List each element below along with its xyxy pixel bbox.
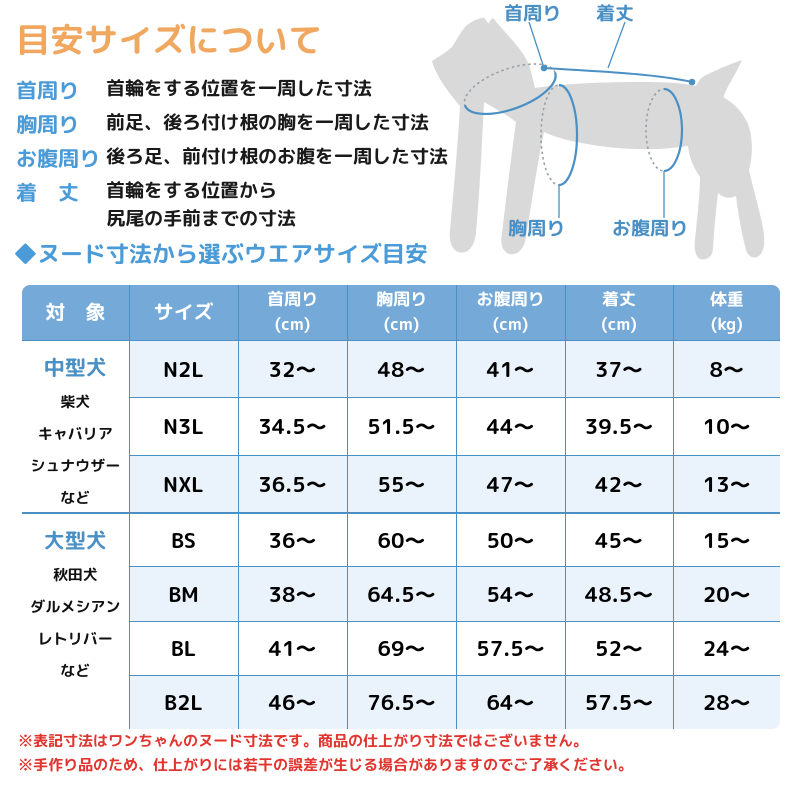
svg-text:胸周り: 胸周り	[508, 216, 565, 242]
svg-text:首周り: 首周り	[504, 1, 561, 27]
svg-text:お腹周り: お腹周り	[612, 216, 688, 242]
svg-text:着丈: 着丈	[596, 1, 634, 27]
